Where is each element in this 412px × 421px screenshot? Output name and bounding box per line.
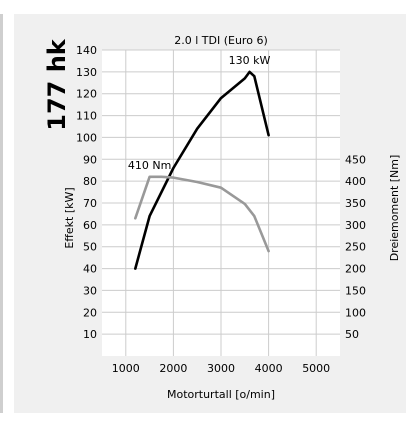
y-left-tick-label: 120 (76, 88, 97, 101)
annotations: 130 kW 410 Nm (128, 54, 271, 172)
y-left-tick-label: 10 (83, 328, 97, 341)
left-accent-bar (0, 14, 3, 413)
y-left-tick-label: 30 (83, 284, 97, 297)
y-right-tick-label: 200 (345, 263, 366, 276)
y-axis-right-label: Dreiemoment [Nm] (388, 155, 401, 262)
annotation-label: 130 kW (229, 54, 271, 67)
y-left-tick-label: 90 (83, 153, 97, 166)
x-tick-label: 4000 (255, 362, 283, 375)
y-axis-left-label: Effekt [kW] (63, 187, 76, 248)
y-right-tick-label: 400 (345, 175, 366, 188)
y-right-tick-label: 100 (345, 306, 366, 319)
y-right-tick-label: 350 (345, 197, 366, 210)
x-axis-label: Motorturtall [o/min] (167, 388, 275, 401)
y-left-tick-label: 70 (83, 197, 97, 210)
x-tick-label: 3000 (207, 362, 235, 375)
left-axis-ticks: 10 20 30 40 50 60 70 80 90 100 110 120 130 140 (76, 44, 97, 341)
y-left-tick-label: 110 (76, 110, 97, 123)
y-right-tick-label: 300 (345, 219, 366, 232)
x-tick-label: 5000 (302, 362, 330, 375)
y-right-tick-label: 450 (345, 153, 366, 166)
series-line-dreiemoment (134, 175, 270, 253)
y-right-tick-label: 50 (345, 328, 359, 341)
series-group (134, 70, 270, 270)
y-right-tick-label: 250 (345, 241, 366, 254)
chart-title: 2.0 l TDI (Euro 6) (174, 34, 267, 47)
right-axis-ticks: 50 100 150 200 250 300 350 400 450 (345, 153, 366, 341)
y-right-tick-label: 150 (345, 284, 366, 297)
y-left-tick-label: 80 (83, 175, 97, 188)
x-tick-label: 1000 (112, 362, 140, 375)
y-left-tick-label: 20 (83, 306, 97, 319)
y-left-tick-label: 50 (83, 241, 97, 254)
x-tick-label: 2000 (159, 362, 187, 375)
y-left-tick-label: 130 (76, 66, 97, 79)
y-left-tick-label: 100 (76, 131, 97, 144)
annotation-label: 410 Nm (128, 159, 171, 172)
y-left-tick-label: 60 (83, 219, 97, 232)
series-line-effekt (134, 70, 270, 270)
x-axis-ticks: 1000 2000 3000 4000 5000 (112, 362, 330, 375)
y-left-tick-label: 140 (76, 44, 97, 57)
y-left-tick-label: 40 (83, 263, 97, 276)
